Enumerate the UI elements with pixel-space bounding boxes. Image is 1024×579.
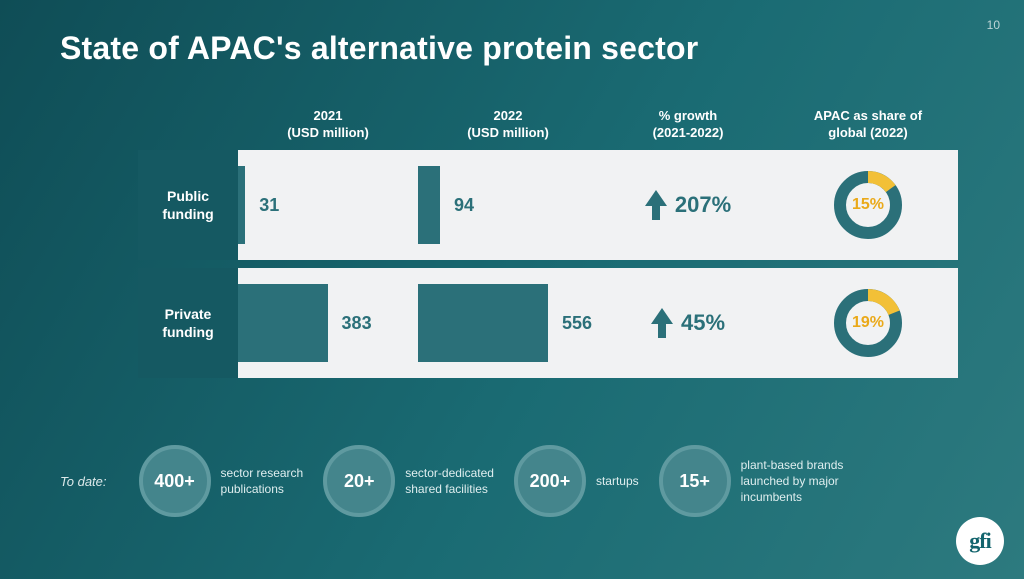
value-2021: 383: [342, 313, 372, 334]
arrow-up-icon: [645, 190, 667, 220]
cell-2021: 31: [238, 150, 418, 260]
cell-2021: 383: [238, 268, 418, 378]
donut-chart: 15%: [832, 169, 904, 241]
cell-share: 15%: [778, 150, 958, 260]
row-label: Publicfunding: [138, 150, 238, 260]
funding-table: 2021(USD million) 2022(USD million) % gr…: [138, 100, 958, 386]
row-label: Privatefunding: [138, 268, 238, 378]
stat-value-circle: 200+: [514, 445, 586, 517]
cell-growth: 45%: [598, 268, 778, 378]
col-header-growth: % growth(2021-2022): [598, 108, 778, 142]
page-number: 10: [987, 18, 1000, 32]
slide-title: State of APAC's alternative protein sect…: [60, 30, 698, 67]
stat-label: sector-dedicatedshared facilities: [405, 465, 494, 497]
cell-2022: 94: [418, 150, 598, 260]
cell-2022: 556: [418, 268, 598, 378]
gfi-logo: gfi: [956, 517, 1004, 565]
stat-label: startups: [596, 473, 639, 489]
stat-label: plant-based brandslaunched by majorincum…: [741, 457, 844, 506]
table-header-row: 2021(USD million) 2022(USD million) % gr…: [138, 100, 958, 150]
growth-value: 207%: [675, 192, 731, 218]
donut-chart: 19%: [832, 287, 904, 359]
stat-item: 400+ sector researchpublications: [139, 445, 304, 517]
col-header-share: APAC as share ofglobal (2022): [778, 108, 958, 142]
stat-value-circle: 400+: [139, 445, 211, 517]
stats-prefix: To date:: [60, 474, 107, 489]
bar-2021: [238, 284, 328, 362]
table-row: Privatefunding 383 556 45% 19%: [138, 268, 958, 378]
cell-growth: 207%: [598, 150, 778, 260]
col-header-2021: 2021(USD million): [238, 108, 418, 142]
cell-share: 19%: [778, 268, 958, 378]
stat-item: 20+ sector-dedicatedshared facilities: [323, 445, 494, 517]
bar-2022: [418, 284, 548, 362]
value-2022: 94: [454, 195, 474, 216]
donut-label: 15%: [832, 169, 904, 241]
growth-value: 45%: [681, 310, 725, 336]
stat-label: sector researchpublications: [221, 465, 304, 497]
table-row: Publicfunding 31 94 207% 15%: [138, 150, 958, 260]
value-2021: 31: [259, 195, 279, 216]
col-header-2022: 2022(USD million): [418, 108, 598, 142]
donut-label: 19%: [832, 287, 904, 359]
stat-item: 15+plant-based brandslaunched by majorin…: [659, 445, 844, 517]
stat-value-circle: 20+: [323, 445, 395, 517]
stat-value-circle: 15+: [659, 445, 731, 517]
bar-2022: [418, 166, 440, 244]
value-2022: 556: [562, 313, 592, 334]
arrow-up-icon: [651, 308, 673, 338]
bar-2021: [238, 166, 245, 244]
stats-row: To date: 400+ sector researchpublications…: [60, 445, 964, 517]
stat-item: 200+ startups: [514, 445, 639, 517]
